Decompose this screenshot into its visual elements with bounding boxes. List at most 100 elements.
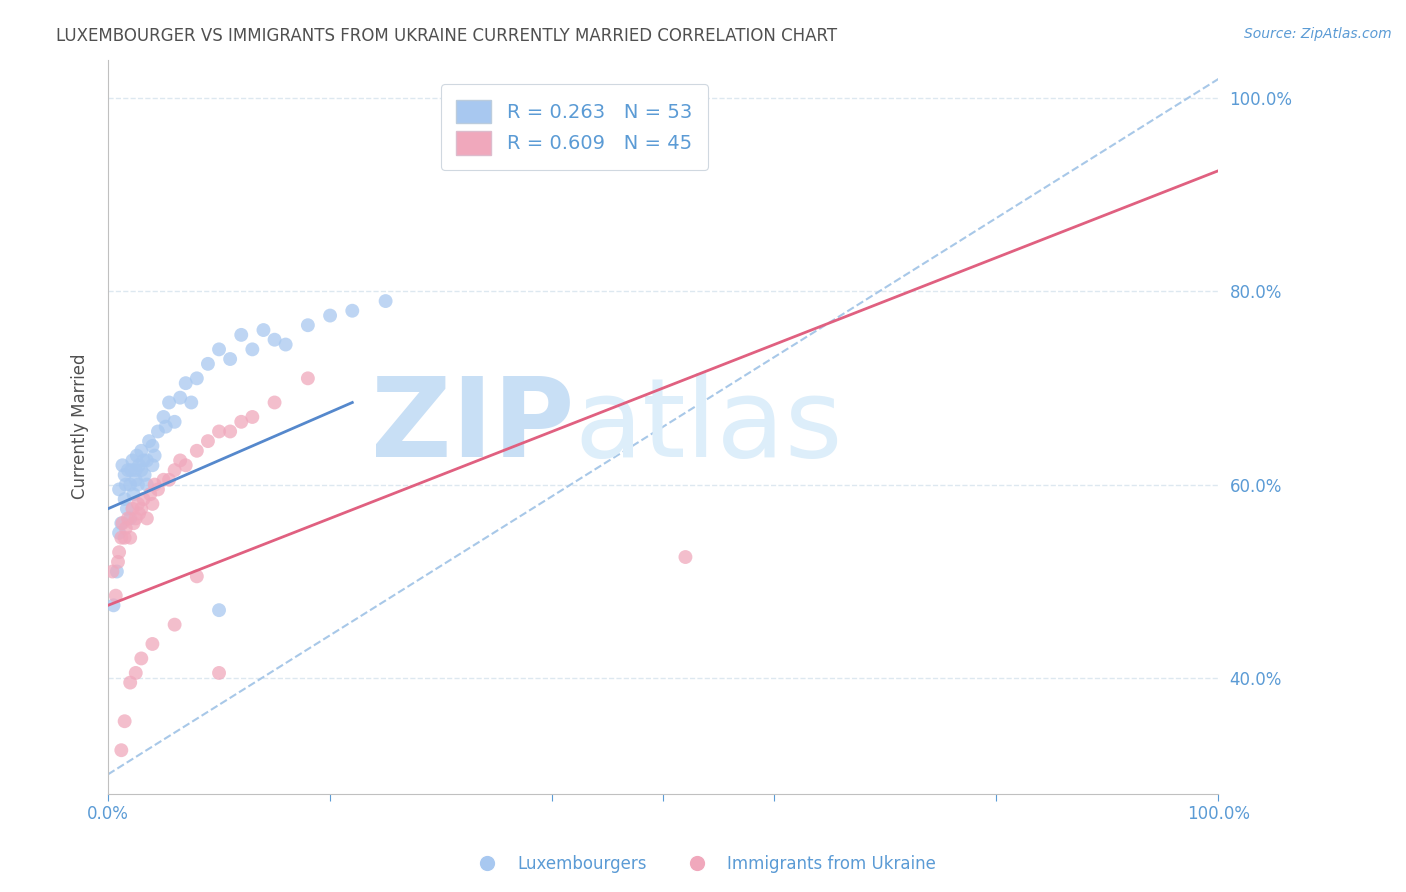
Point	[163, 415, 186, 429]
Point	[125, 449, 148, 463]
Point	[208, 603, 231, 617]
Point	[131, 651, 153, 665]
Point	[186, 569, 208, 583]
Legend: Luxembourgers, Immigrants from Ukraine: Luxembourgers, Immigrants from Ukraine	[464, 848, 942, 880]
Point	[127, 497, 149, 511]
Point	[143, 449, 166, 463]
Point	[135, 511, 157, 525]
Point	[138, 434, 160, 449]
Point	[146, 425, 169, 439]
Point	[117, 511, 139, 525]
Point	[252, 323, 274, 337]
Point	[121, 453, 143, 467]
Point	[274, 337, 297, 351]
Point	[122, 487, 145, 501]
Point	[121, 501, 143, 516]
Point	[141, 458, 163, 473]
Point	[152, 473, 174, 487]
Point	[219, 351, 242, 366]
Point	[108, 545, 131, 559]
Point	[186, 371, 208, 385]
Point	[197, 434, 219, 449]
Point	[127, 477, 149, 491]
Point	[110, 516, 132, 531]
Point	[297, 318, 319, 333]
Point	[114, 492, 136, 507]
Text: atlas: atlas	[575, 373, 842, 480]
Point	[134, 467, 156, 482]
Point	[240, 409, 263, 424]
Point	[101, 565, 124, 579]
Point	[139, 487, 162, 501]
Point	[174, 376, 197, 391]
Point	[132, 453, 155, 467]
Point	[131, 463, 153, 477]
Point	[117, 463, 139, 477]
Point	[104, 589, 127, 603]
Point	[197, 357, 219, 371]
Point	[131, 443, 153, 458]
Point	[186, 443, 208, 458]
Point	[132, 492, 155, 507]
Point	[342, 303, 364, 318]
Point	[143, 477, 166, 491]
Point	[128, 458, 150, 473]
Point	[125, 665, 148, 680]
Point	[231, 327, 253, 342]
Point	[297, 371, 319, 385]
Point	[105, 565, 128, 579]
Point	[110, 743, 132, 757]
Point	[263, 333, 285, 347]
Point	[120, 463, 142, 477]
Point	[135, 477, 157, 491]
Point	[208, 343, 231, 357]
Point	[120, 477, 142, 491]
Point	[152, 409, 174, 424]
Text: LUXEMBOURGER VS IMMIGRANTS FROM UKRAINE CURRENTLY MARRIED CORRELATION CHART: LUXEMBOURGER VS IMMIGRANTS FROM UKRAINE …	[56, 27, 838, 45]
Point	[103, 599, 125, 613]
Text: Source: ZipAtlas.com: Source: ZipAtlas.com	[1244, 27, 1392, 41]
Point	[155, 419, 177, 434]
Point	[120, 531, 142, 545]
Point	[125, 463, 148, 477]
Text: ZIP: ZIP	[371, 373, 575, 480]
Point	[128, 507, 150, 521]
Point	[163, 617, 186, 632]
Point	[114, 477, 136, 491]
Y-axis label: Currently Married: Currently Married	[72, 354, 89, 500]
Point	[122, 516, 145, 531]
Point	[114, 531, 136, 545]
Point	[114, 467, 136, 482]
Point	[111, 458, 134, 473]
Point	[125, 473, 148, 487]
Point	[110, 531, 132, 545]
Point	[240, 343, 263, 357]
Point	[114, 521, 136, 535]
Point	[108, 483, 131, 497]
Legend: R = 0.263   N = 53, R = 0.609   N = 45: R = 0.263 N = 53, R = 0.609 N = 45	[441, 84, 707, 170]
Point	[125, 511, 148, 525]
Point	[208, 665, 231, 680]
Point	[120, 511, 142, 525]
Point	[114, 714, 136, 729]
Point	[131, 501, 153, 516]
Point	[263, 395, 285, 409]
Point	[169, 391, 191, 405]
Point	[180, 395, 202, 409]
Point	[219, 425, 242, 439]
Point	[174, 458, 197, 473]
Point	[115, 501, 138, 516]
Point	[157, 395, 180, 409]
Point	[146, 483, 169, 497]
Point	[208, 425, 231, 439]
Point	[108, 525, 131, 540]
Point	[111, 516, 134, 531]
Point	[231, 415, 253, 429]
Point	[374, 294, 396, 309]
Point	[120, 675, 142, 690]
Point	[163, 463, 186, 477]
Point	[157, 473, 180, 487]
Point	[141, 497, 163, 511]
Point	[141, 637, 163, 651]
Point	[107, 555, 129, 569]
